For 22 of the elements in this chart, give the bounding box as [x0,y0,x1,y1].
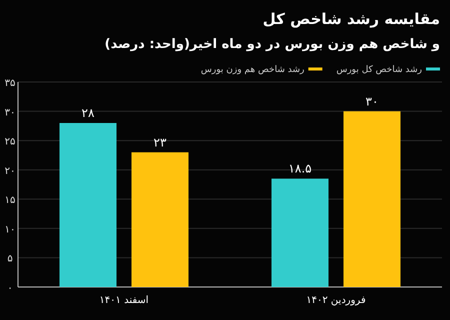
bar [132,152,188,287]
y-tick-label: ۲۵ [4,136,16,148]
y-tick-label: ۵ [7,254,13,265]
data-label: ۲۸ [82,106,95,120]
x-tick-label: فروردین ۱۴۰۲ [306,295,366,306]
y-tick-label: ۳۰ [4,107,16,118]
x-tick-label: اسفند ۱۴۰۱ [99,295,149,306]
bar [272,178,328,287]
y-tick-label: ۱۵ [4,195,16,206]
y-tick-label: ۱۰ [4,224,16,236]
bar [344,111,400,287]
y-tick-label: ۲۰ [4,166,16,177]
y-tick-label: ۳۵ [4,78,16,89]
legend-label: رشد شاخص هم وزن بورس [200,65,304,75]
data-label: ۱۸.۵ [288,162,312,176]
legend-label: رشد شاخص کل بورس [336,65,422,75]
bar [60,123,116,287]
data-label: ۳۰ [366,94,378,108]
chart-subtitle: و شاخص هم وزن بورس در دو ماه اخیر(واحد: درصد) [104,37,440,52]
chart-title: مقایسه رشد شاخص کل [262,10,440,28]
y-tick-label: ۰ [7,283,13,294]
data-label: ۲۳ [154,135,167,150]
